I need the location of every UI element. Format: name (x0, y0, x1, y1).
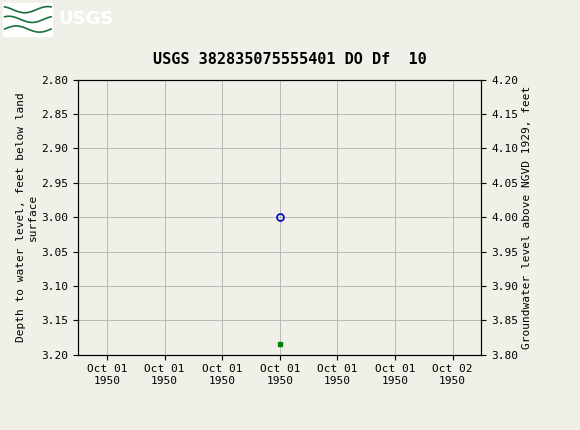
Text: USGS: USGS (58, 10, 113, 28)
Y-axis label: Groundwater level above NGVD 1929, feet: Groundwater level above NGVD 1929, feet (522, 86, 532, 349)
Bar (3, 3, 52, 36)
Text: USGS 382835075555401 DO Df  10: USGS 382835075555401 DO Df 10 (153, 52, 427, 67)
Y-axis label: Depth to water level, feet below land
surface: Depth to water level, feet below land su… (16, 92, 38, 342)
